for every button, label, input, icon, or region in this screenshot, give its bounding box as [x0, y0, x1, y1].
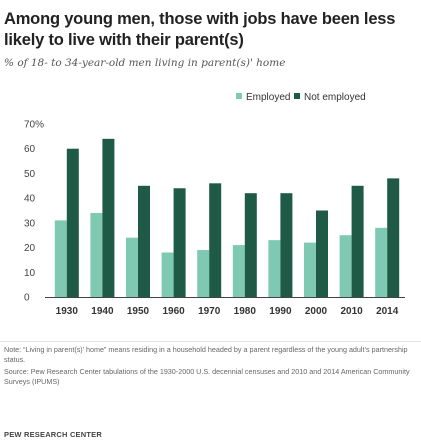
- y-tick-label: 70%: [24, 120, 44, 131]
- x-tick-label: 1980: [234, 306, 257, 317]
- bar-not-employed-2010: [351, 185, 364, 297]
- x-tick-label: 2014: [376, 306, 399, 317]
- bar-not-employed-1950: [138, 185, 150, 297]
- bar-not-employed-2000: [316, 210, 328, 297]
- bar-not-employed-1930: [66, 148, 79, 297]
- bar-employed-2014: [375, 227, 388, 297]
- x-tick-label: 1930: [56, 306, 79, 317]
- bar-employed-1980: [232, 245, 245, 297]
- chart-title: Among young men, those with jobs have be…: [4, 10, 396, 49]
- bar-employed-1930: [54, 220, 67, 297]
- footer-brand: PEW RESEARCH CENTER: [4, 430, 102, 439]
- chart-note: Note: “Living in parent(s)’ home” means …: [4, 345, 408, 364]
- bar-not-employed-2014: [387, 178, 400, 297]
- bar-employed-1960: [161, 252, 174, 297]
- y-tick-label: 10: [24, 268, 36, 279]
- bar-employed-1940: [90, 212, 103, 297]
- bar-not-employed-1990: [280, 193, 293, 297]
- bar-not-employed-1970: [209, 183, 222, 297]
- x-tick-label: 1960: [162, 306, 185, 317]
- legend-label-not-employed: Not employed: [304, 92, 366, 103]
- y-tick-label: 40: [24, 194, 36, 205]
- bar-employed-1950: [126, 237, 138, 297]
- bar-employed-1970: [197, 250, 210, 297]
- x-tick-label: 2010: [340, 306, 363, 317]
- legend-swatch-employed: [236, 93, 242, 99]
- bar-chart: 0 10 20 30 40 50 60 70% 1930 1940 1950 1960 1970 1980…: [24, 120, 405, 317]
- y-tick-label: 50: [24, 169, 36, 180]
- chart-source: Source: Pew Research Center tabulations …: [4, 367, 410, 386]
- x-tick-label: 1990: [269, 306, 292, 317]
- legend-swatch-not-employed: [294, 93, 300, 99]
- y-tick-label: 30: [24, 218, 36, 229]
- y-tick-label: 0: [24, 293, 30, 304]
- bar-not-employed-1980: [244, 193, 257, 297]
- legend-label-employed: Employed: [246, 92, 291, 103]
- bar-employed-2000: [304, 242, 316, 297]
- bar-employed-2010: [339, 235, 352, 297]
- x-tick-label: 1940: [91, 306, 114, 317]
- bar-employed-1990: [268, 240, 281, 297]
- x-tick-label: 1970: [198, 306, 221, 317]
- y-tick-label: 60: [24, 144, 36, 155]
- legend-item-not-employed: Not employed: [294, 92, 366, 103]
- bar-not-employed-1940: [102, 138, 115, 297]
- x-tick-label: 1950: [127, 306, 150, 317]
- legend-item-employed: Employed: [236, 92, 290, 103]
- x-tick-label: 2000: [305, 306, 328, 317]
- y-tick-label: 20: [24, 243, 36, 254]
- chart-subtitle: % of 18- to 34-year-old men living in pa…: [4, 57, 286, 69]
- divider: [0, 341, 421, 342]
- bar-not-employed-1960: [173, 188, 186, 297]
